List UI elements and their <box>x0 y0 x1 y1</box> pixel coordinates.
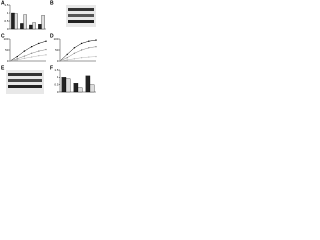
line <box>59 56 97 62</box>
point <box>38 50 40 52</box>
y-tick-label: 50 <box>55 48 59 52</box>
bar <box>61 77 67 93</box>
bar <box>23 14 27 30</box>
point <box>95 55 97 58</box>
blot-band <box>8 73 42 76</box>
bar <box>14 13 18 30</box>
point <box>45 54 47 56</box>
point <box>95 46 97 48</box>
point <box>16 59 18 61</box>
point <box>73 58 76 60</box>
y-tick-label: 0 <box>7 27 9 31</box>
point <box>30 46 33 48</box>
line <box>9 49 47 62</box>
panel-label: A <box>1 0 5 6</box>
bar <box>65 78 71 93</box>
blot-band <box>8 85 42 88</box>
y-tick-label: 0 <box>7 59 9 63</box>
point <box>59 60 61 62</box>
point <box>88 56 90 58</box>
line <box>59 39 97 62</box>
blot-band <box>8 79 42 82</box>
bar <box>29 24 33 30</box>
bar <box>41 15 45 30</box>
point <box>80 49 83 51</box>
western-blot <box>66 5 96 27</box>
western-blot <box>6 70 44 94</box>
point <box>80 57 83 59</box>
point <box>38 42 40 45</box>
y-tick-label: 100 <box>53 37 58 41</box>
point <box>9 60 11 62</box>
point <box>23 50 26 52</box>
panel-label: D <box>50 33 54 39</box>
y-tick-label: 0.5 <box>4 19 9 23</box>
point <box>45 48 47 51</box>
bar <box>89 84 95 93</box>
point <box>66 57 68 59</box>
panel-label: E <box>1 65 5 71</box>
bar <box>73 83 79 93</box>
y-tick-label: 0 <box>57 59 59 63</box>
point <box>80 42 83 45</box>
point <box>23 57 26 60</box>
y-tick-label: 1 <box>7 11 9 15</box>
point <box>73 52 76 54</box>
bar <box>20 23 24 30</box>
point <box>66 53 68 56</box>
bar <box>77 87 83 93</box>
point <box>16 55 18 58</box>
y-tick-label: 1.5 <box>4 3 9 7</box>
y-tick-label: 1.5 <box>54 68 59 72</box>
blot-band <box>68 14 94 17</box>
point <box>45 40 47 42</box>
point <box>30 56 33 58</box>
point <box>16 58 18 60</box>
point <box>66 59 68 61</box>
line <box>9 40 47 62</box>
y-tick-label: 0 <box>57 90 59 94</box>
point <box>88 47 90 49</box>
y-tick-label: 1 <box>57 75 59 79</box>
blot-band <box>68 8 94 11</box>
point <box>73 47 76 49</box>
point <box>30 52 33 54</box>
panel-label: B <box>50 0 54 6</box>
y-tick-label: 50 <box>5 48 9 52</box>
bar <box>11 12 15 30</box>
point <box>95 39 97 41</box>
point <box>38 55 40 57</box>
bar <box>38 24 42 30</box>
blot-band <box>68 20 94 23</box>
line <box>9 54 47 62</box>
bar <box>32 22 36 30</box>
figure: A B C D E F 0 0.5 1 1.5 0 50 100 0 50 100 0 0.5 1 1.5 <box>1 0 97 94</box>
line <box>59 46 97 62</box>
bar <box>85 75 91 93</box>
point <box>23 55 26 57</box>
y-tick-label: 100 <box>3 37 8 41</box>
y-tick-label: 0.5 <box>54 82 59 86</box>
panel-label: F <box>50 65 53 71</box>
panel-label: C <box>1 33 5 39</box>
point <box>88 40 90 42</box>
